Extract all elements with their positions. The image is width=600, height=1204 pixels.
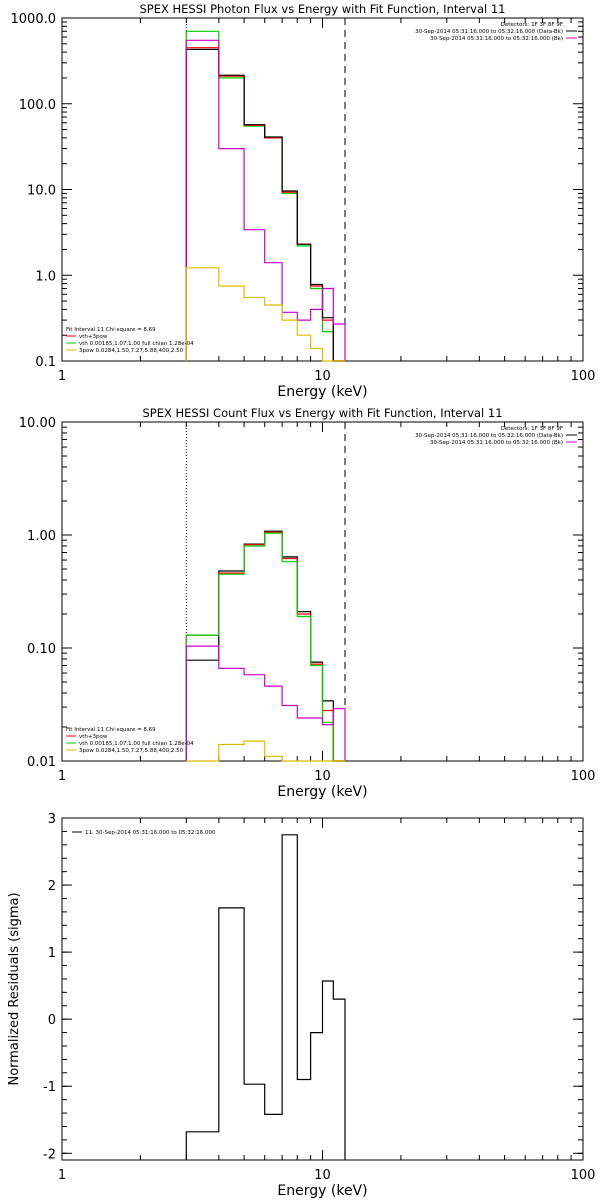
- x-tick-label: 100: [571, 1168, 596, 1183]
- legend-top-entry: 30-Sep-2014 05:31:16.000 to 05:32:16.000…: [415, 29, 563, 35]
- x-tick-label: 1: [58, 1168, 66, 1183]
- x-tick-label: 10: [314, 1168, 331, 1183]
- series-step-Bk: [185, 645, 346, 761]
- legend-residuals-entry: 11. 30-Sep-2014 05:31:16.000 to 05:32:16…: [85, 830, 216, 836]
- y-axis-label-2: Normalized Residuals (sigma): [7, 892, 22, 1085]
- x-tick-label: 1: [58, 369, 66, 384]
- x-tick-label: 1: [58, 769, 66, 784]
- series-step-vth: [185, 30, 345, 362]
- y-tick-label: 2: [48, 879, 56, 894]
- chart-title-1: SPEX HESSI Count Flux vs Energy with Fit…: [142, 406, 502, 420]
- legend-bottom-entry: Fit Interval 11 Chi-square = 8.69: [66, 327, 156, 333]
- legend-bottom-entry: 3pow 0.0284,1.50,7.27,5.88,400,2.50: [79, 348, 184, 354]
- y-tick-label: 0.10: [27, 642, 56, 657]
- y-tick-label: 0.1: [35, 355, 56, 370]
- y-tick-label: -1: [43, 1080, 56, 1095]
- series-step-3pow: [185, 267, 345, 362]
- y-tick-label: 1000.0: [11, 12, 57, 27]
- series-step-Data-Bk: [185, 48, 345, 362]
- y-tick-label: 1: [48, 946, 56, 961]
- legend-bottom-entry: vth 0.00185,1.07,1.00 full chian 1.28e-0…: [79, 741, 194, 747]
- series-step-residuals: [185, 834, 346, 1160]
- legend-bottom-entry: Fit Interval 11 Chi-square = 8.69: [66, 727, 156, 733]
- y-tick-label: 0.01: [27, 755, 56, 770]
- series-step-Bk: [185, 39, 346, 361]
- y-tick-label: 1.0: [35, 269, 56, 284]
- series-step-3pow: [186, 740, 345, 762]
- x-tick-label: 10: [314, 369, 331, 384]
- legend-bottom-entry: 3pow 0.0284,1.50,7.27,5.88,400,2.50: [79, 748, 184, 754]
- x-axis-label-2: Energy (keV): [277, 1183, 367, 1199]
- legend-bottom-entry: vth+3pow: [79, 334, 108, 340]
- series-step-vth: [185, 532, 345, 762]
- legend-bottom-entry: vth 0.00185,1.07,1.00 full chian 1.28e-0…: [79, 341, 194, 347]
- y-tick-label: 10.0: [27, 184, 56, 199]
- y-tick-label: 3: [48, 812, 56, 827]
- y-tick-label: 100.0: [19, 98, 56, 113]
- legend-top-entry: 30-Sep-2014 05:31:16.000 to 05:32:16.000…: [430, 440, 563, 446]
- x-axis-label-1: Energy (keV): [277, 784, 367, 800]
- legend-top-entry: 30-Sep-2014 05:31:16.000 to 05:32:16.000…: [415, 433, 563, 439]
- y-tick-label: 0: [48, 1013, 56, 1028]
- legend-top-entry: 30-Sep-2014 05:31:16.000 to 05:32:16.000…: [430, 36, 563, 42]
- y-tick-label: -2: [43, 1147, 56, 1162]
- y-tick-label: 10.00: [19, 416, 56, 431]
- x-tick-label: 100: [571, 769, 596, 784]
- x-axis-label-0: Energy (keV): [277, 384, 367, 400]
- legend-bottom-entry: vth+3pow: [79, 734, 108, 740]
- x-tick-label: 10: [314, 769, 331, 784]
- y-tick-label: 1.00: [27, 529, 56, 544]
- chart-title-0: SPEX HESSI Photon Flux vs Energy with Fi…: [139, 2, 505, 16]
- legend-top-entry: Detectors: 1F 3F 8F 9F: [501, 426, 563, 432]
- x-tick-label: 100: [571, 369, 596, 384]
- series-step-vth+3pow: [185, 47, 345, 362]
- legend-top-entry: Detectors: 1F 3F 8F 9F: [501, 22, 563, 28]
